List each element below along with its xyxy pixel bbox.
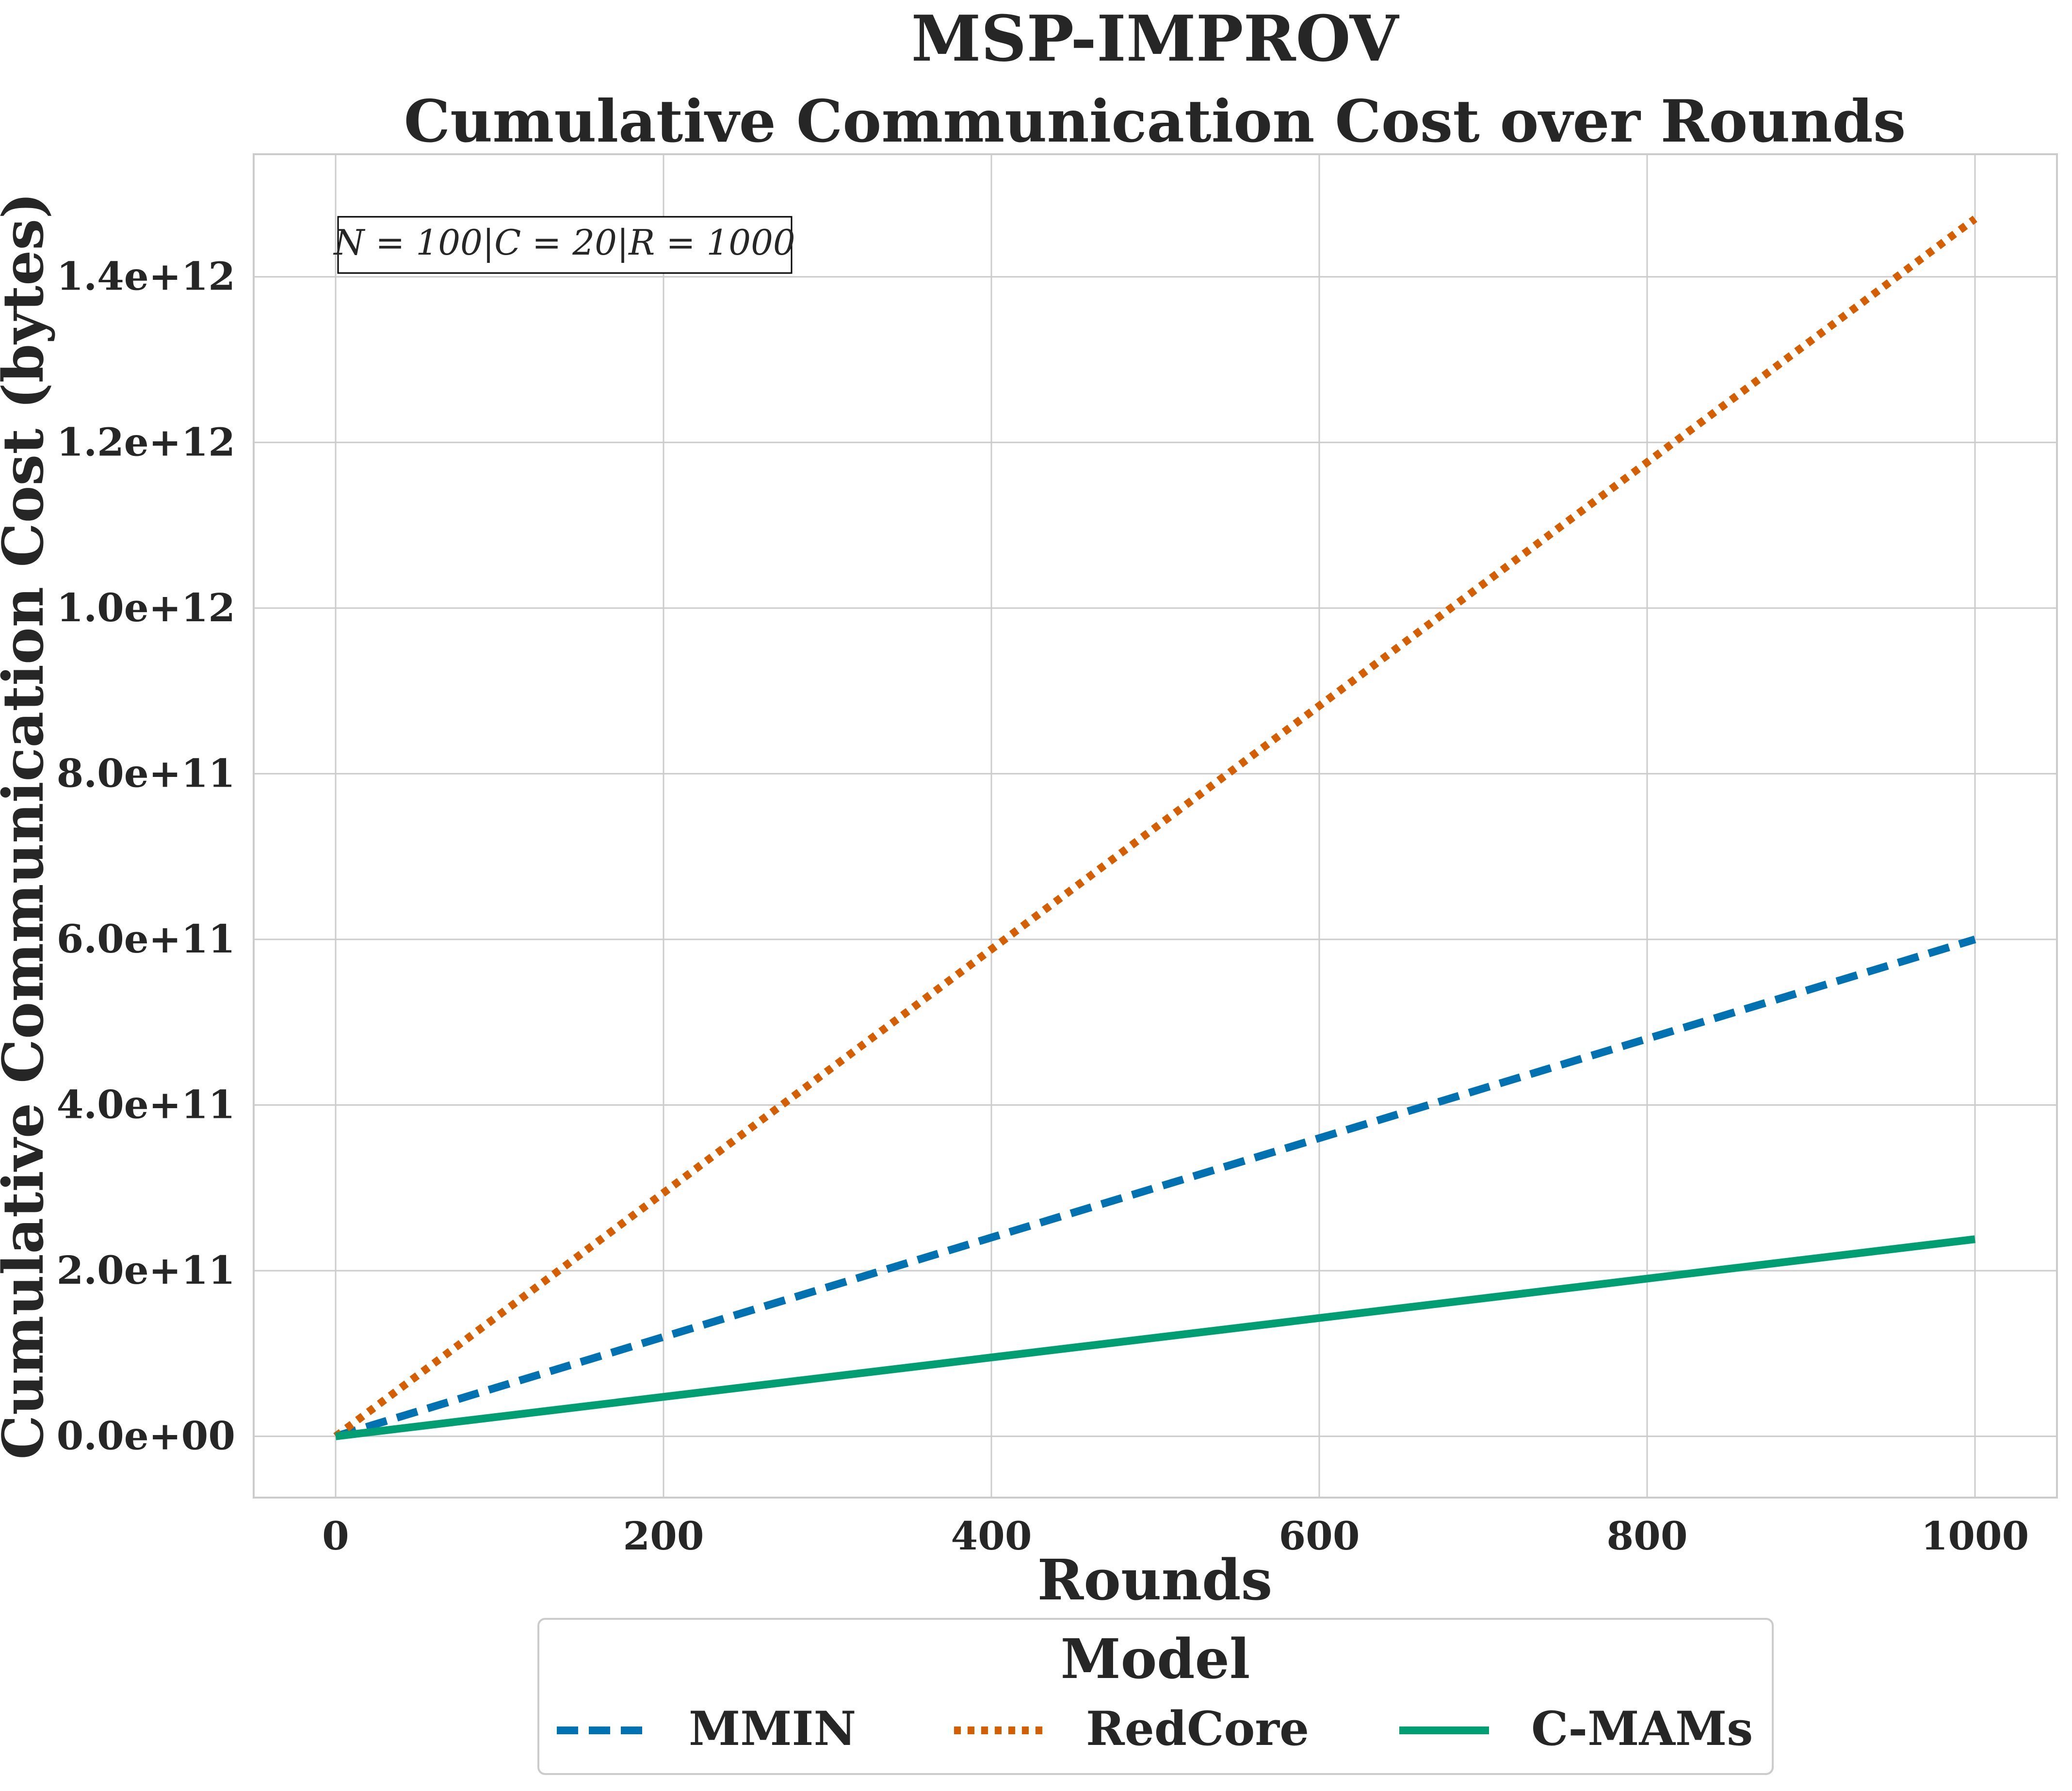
annotation-text: N = 100|C = 20|R = 1000	[333, 222, 795, 263]
chart-title: Cumulative Communication Cost over Round…	[404, 87, 1906, 156]
y-axis-label: Cumulative Communication Cost (bytes)	[0, 193, 56, 1460]
y-tick-label: 1.0e+12	[57, 585, 235, 630]
x-axis-label: Rounds	[1037, 1548, 1273, 1613]
legend-title: Model	[1061, 1628, 1250, 1691]
y-tick-label: 0.0e+00	[57, 1413, 235, 1459]
chart-suptitle: MSP-IMPROV	[911, 1, 1400, 76]
legend-entries: MMIN RedCore C-MAMs	[557, 1701, 1753, 1756]
legend: Model MMIN RedCore C-MAMs	[537, 1618, 1774, 1775]
parameter-annotation: N = 100|C = 20|R = 1000	[333, 216, 795, 274]
y-tick-label: 4.0e+11	[57, 1082, 235, 1128]
plot-frame	[253, 153, 2058, 1499]
annotation-box	[337, 216, 793, 274]
y-tick-label: 8.0e+11	[57, 750, 235, 796]
legend-label: RedCore	[1086, 1701, 1309, 1756]
series-line-redcore	[333, 215, 1977, 1440]
x-axis: 0 200 400 600 800 1000	[322, 1513, 2029, 1559]
x-tick-label: 800	[1607, 1513, 1688, 1559]
x-tick-label: 0	[322, 1513, 349, 1559]
y-tick-label: 2.0e+11	[57, 1247, 235, 1293]
series-line-mmin	[334, 936, 1976, 1440]
legend-label: MMIN	[689, 1701, 856, 1756]
y-tick-label: 1.2e+12	[57, 419, 235, 465]
legend-label: C-MAMs	[1531, 1701, 1753, 1756]
x-tick-label: 1000	[1921, 1513, 2029, 1559]
x-tick-label: 200	[623, 1513, 704, 1559]
legend-box	[537, 1618, 1774, 1775]
series-lines	[333, 215, 1977, 1440]
y-axis: 0.0e+00 2.0e+11 4.0e+11 6.0e+11 8.0e+11 1.0e+…	[57, 254, 235, 1459]
y-tick-label: 1.4e+12	[57, 254, 235, 299]
y-tick-label: 6.0e+11	[57, 916, 235, 962]
grid	[254, 154, 2057, 1498]
series-line-c-mams	[335, 1235, 1975, 1440]
x-tick-label: 400	[951, 1513, 1032, 1559]
x-tick-label: 600	[1279, 1513, 1360, 1559]
